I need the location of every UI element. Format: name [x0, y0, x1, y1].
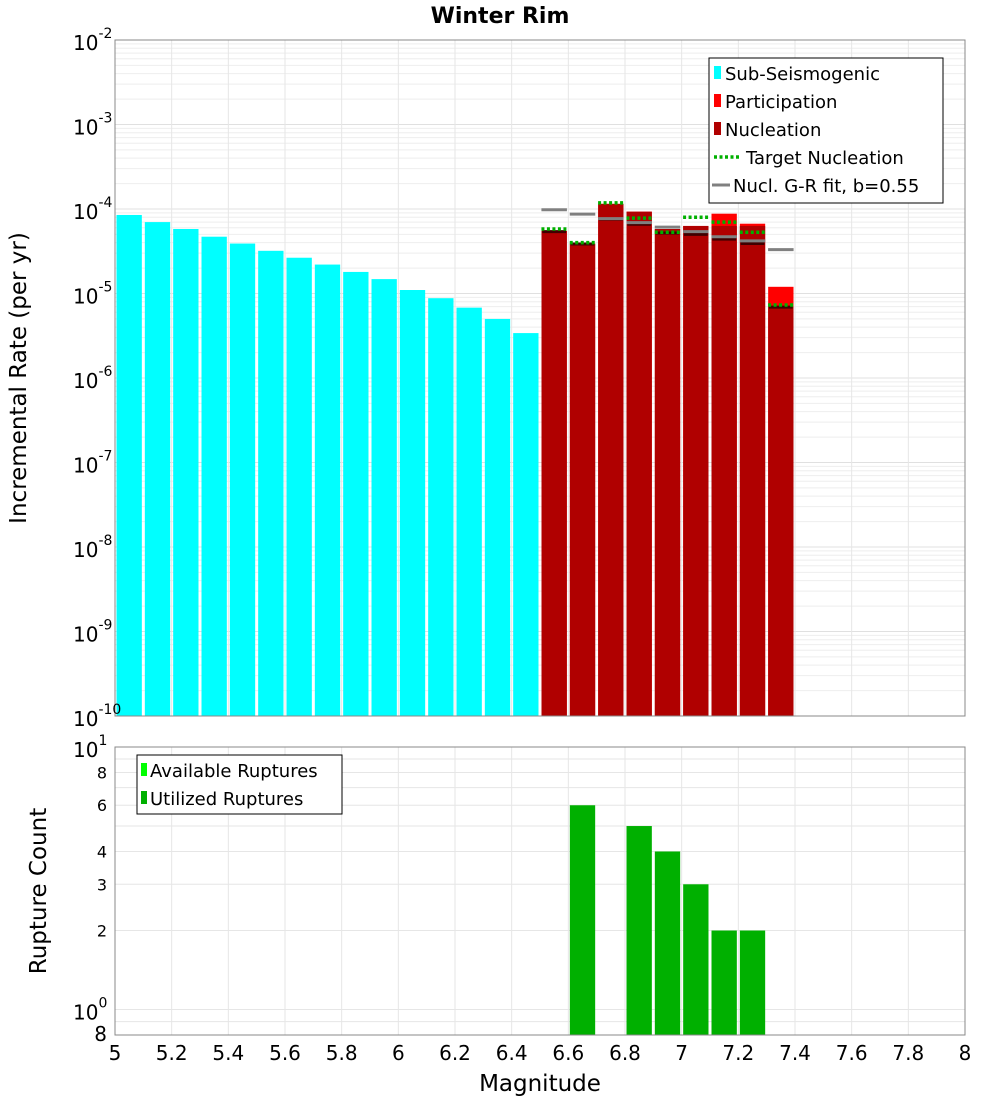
- sub-seismogenic-bar: [229, 243, 256, 716]
- bottom-legend-box: [136, 754, 343, 815]
- x-tick-label: 5.2: [156, 1041, 188, 1065]
- top-y-tick-label: 10-8: [73, 533, 112, 562]
- bottom-y-minor-tick-label: 8: [97, 763, 107, 782]
- top-y-tick-label: 10-4: [73, 195, 113, 224]
- sub-seismogenic-bar: [428, 298, 454, 716]
- x-tick-label: 7.4: [779, 1041, 811, 1065]
- sub-seismogenic-bar: [456, 307, 482, 716]
- x-tick-label: 6: [392, 1041, 405, 1065]
- legend-label-sub-seismogenic: Sub-Seismogenic: [725, 64, 880, 85]
- bottom-y-minor-tick-label: 4: [97, 842, 107, 861]
- legend-swatch-nucleation: [714, 122, 721, 135]
- legend-label-nucleation: Nucleation: [725, 120, 821, 141]
- x-tick-label: 8: [959, 1041, 972, 1065]
- top-y-tick-label: 10-3: [73, 111, 112, 140]
- utilized-ruptures-bar: [711, 930, 737, 1035]
- sub-seismogenic-bar: [201, 236, 227, 716]
- x-tick-label: 6.4: [496, 1041, 528, 1065]
- bottom-y-major-tick-label: 101: [73, 733, 107, 762]
- x-tick-label: 7.2: [722, 1041, 754, 1065]
- nucleation-bar: [768, 306, 794, 716]
- legend-label-available-ruptures: Available Ruptures: [150, 761, 318, 782]
- bottom-y-major-tick-label: 100: [73, 996, 107, 1025]
- x-tick-label: 5.6: [269, 1041, 301, 1065]
- top-y-tick-label: 10-7: [73, 449, 112, 478]
- utilized-ruptures-bar: [654, 851, 681, 1035]
- nucleation-bar: [739, 225, 766, 716]
- top-plot-frame: [114, 39, 966, 717]
- top-legend: Sub-Seismogenic Participation Nucleation…: [708, 57, 944, 204]
- bottom-y-minor-tick-label: 6: [97, 796, 107, 815]
- top-plot-markers: [541, 201, 794, 309]
- sub-seismogenic-bar: [258, 250, 284, 716]
- sub-seismogenic-bar: [513, 333, 539, 716]
- x-tick-label: 7.6: [836, 1041, 868, 1065]
- sub-seismogenic-bar: [399, 290, 426, 716]
- utilized-ruptures-bar: [683, 884, 709, 1035]
- sub-seismogenic-bar: [484, 318, 511, 716]
- nucleation-bar: [683, 225, 709, 716]
- bottom-plot-frame: [114, 746, 966, 1036]
- nucleation-bar: [654, 228, 681, 716]
- sub-seismogenic-bar: [286, 257, 312, 716]
- utilized-ruptures-bar: [739, 930, 766, 1035]
- sub-seismogenic-bar: [371, 279, 397, 716]
- utilized-ruptures-bar: [626, 826, 652, 1035]
- x-tick-label: 7: [675, 1041, 688, 1065]
- bottom-y-minor-tick-label: 8: [94, 1022, 107, 1046]
- nucleation-bar: [569, 243, 596, 716]
- utilized-ruptures-bar: [569, 805, 596, 1035]
- bottom-y-minor-tick-label: 3: [97, 875, 107, 894]
- bottom-legend: Available Ruptures Utilized Ruptures: [136, 754, 343, 815]
- legend-label-gr-fit: Nucl. G-R fit, b=0.55: [733, 176, 919, 197]
- x-tick-label: 5.4: [212, 1041, 244, 1065]
- legend-swatch-sub-seismogenic: [714, 66, 721, 79]
- nucleation-bar: [711, 225, 737, 716]
- legend-label-utilized-ruptures: Utilized Ruptures: [150, 789, 303, 810]
- x-tick-label: 6.6: [552, 1041, 584, 1065]
- nucleation-bar: [598, 203, 624, 716]
- nucleation-bar: [626, 211, 652, 716]
- chart-title: Winter Rim: [431, 4, 570, 29]
- legend-label-target-nucleation: Target Nucleation: [745, 148, 904, 169]
- top-y-tick-label: 10-10: [73, 702, 121, 731]
- legend-swatch-utilized-ruptures: [141, 791, 147, 804]
- top-y-tick-label: 10-5: [73, 280, 112, 309]
- x-axis-label: Magnitude: [479, 1071, 601, 1097]
- x-tick-label: 6.2: [439, 1041, 471, 1065]
- top-y-tick-label: 10-6: [73, 364, 113, 393]
- sub-seismogenic-bar: [314, 264, 341, 716]
- top-y-tick-labels: 10-10 10-9 10-8 10-7 10-6 10-5 10-4 10-3 10-2: [73, 26, 121, 731]
- bottom-y-minor-tick-label: 2: [97, 922, 107, 941]
- sub-seismogenic-bar: [343, 271, 369, 716]
- x-tick-label: 5: [109, 1041, 122, 1065]
- x-tick-label: 7.8: [892, 1041, 924, 1065]
- bottom-y-axis-label: Rupture Count: [26, 808, 52, 974]
- top-plot-bars: [116, 203, 794, 717]
- top-y-tick-label: 10-2: [73, 26, 112, 55]
- top-plot-grid: [114, 40, 966, 717]
- top-y-tick-label: 10-9: [73, 618, 112, 647]
- legend-swatch-participation: [714, 94, 721, 107]
- bottom-plot-bars: [569, 805, 766, 1035]
- legend-label-participation: Participation: [725, 92, 837, 113]
- sub-seismogenic-bar: [144, 222, 171, 716]
- x-tick-label: 6.8: [609, 1041, 641, 1065]
- top-legend-box: [708, 57, 944, 204]
- sub-seismogenic-bar: [173, 228, 199, 716]
- sub-seismogenic-bar: [116, 214, 142, 716]
- nucleation-bar: [541, 230, 567, 717]
- top-y-axis-label: Incremental Rate (per yr): [6, 232, 32, 524]
- x-tick-label: 5.8: [326, 1041, 358, 1065]
- x-tick-labels: 5 5.2 5.4 5.6 5.8 6 6.2 6.4 6.6 6.8 7 7.2 7.4 7.6 7.8 8: [109, 1041, 972, 1065]
- legend-swatch-available-ruptures: [141, 763, 147, 776]
